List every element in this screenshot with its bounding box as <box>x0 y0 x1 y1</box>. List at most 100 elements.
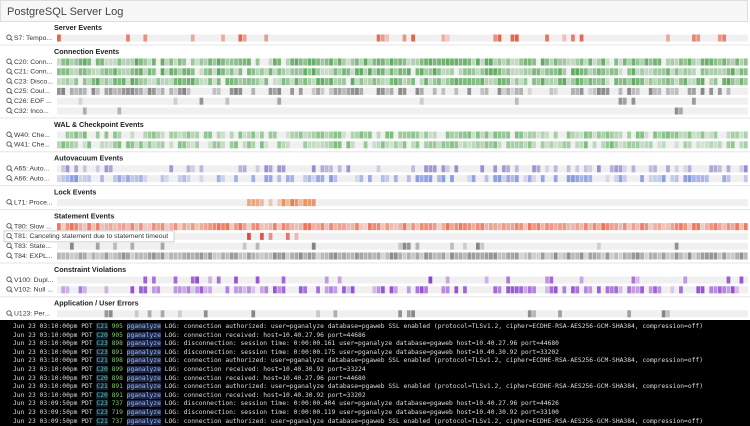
heat-cell <box>177 58 182 66</box>
zoom-icon[interactable] <box>6 232 13 240</box>
row-label[interactable]: A65: Auto... <box>14 166 49 173</box>
heat-cell <box>575 87 580 95</box>
heat-cell <box>190 34 195 42</box>
row-label[interactable]: C25: Coul... <box>14 88 50 95</box>
heat-cell <box>372 78 377 86</box>
heat-cell <box>679 68 683 76</box>
heat-cell <box>238 165 243 173</box>
heat-cell <box>320 252 325 260</box>
heat-cell <box>376 165 381 173</box>
row-label[interactable]: C20: Conn... <box>14 59 52 66</box>
heat-cell <box>709 165 714 173</box>
heat-cell <box>471 175 476 183</box>
zoom-icon[interactable] <box>6 107 13 114</box>
heat-cell <box>618 286 623 294</box>
heat-cell <box>177 141 182 149</box>
heat-cell <box>471 223 476 231</box>
row-label[interactable]: T84: EXPL... <box>14 253 53 260</box>
heat-cell <box>311 141 316 149</box>
heat-cell <box>584 141 588 149</box>
heat-cell <box>121 252 126 260</box>
heat-cell <box>558 310 562 318</box>
heat-cell <box>670 286 675 294</box>
row-label[interactable]: A66: Auto... <box>14 175 49 182</box>
heat-cell <box>130 141 135 149</box>
zoom-icon[interactable] <box>6 87 13 95</box>
zoom-icon[interactable] <box>6 58 13 65</box>
row-label[interactable]: C21: Conn... <box>14 69 52 76</box>
heat-cell <box>91 252 96 260</box>
row-label[interactable]: V102: Null ... <box>14 287 53 294</box>
row-label[interactable]: C32: Inco... <box>14 108 49 115</box>
log-pid: 899 <box>111 365 123 373</box>
zoom-icon[interactable] <box>6 175 13 182</box>
row-label[interactable]: T80: Slow ... <box>14 223 52 230</box>
heat-cell <box>558 223 562 231</box>
zoom-icon[interactable] <box>6 286 13 293</box>
heat-cell <box>549 252 554 260</box>
row-label[interactable]: V100: Dupl... <box>14 277 53 284</box>
zoom-icon[interactable] <box>6 199 13 206</box>
row-label[interactable]: C23: Disco... <box>14 78 53 85</box>
zoom-icon[interactable] <box>6 141 13 148</box>
row-label[interactable]: W40: Che... <box>14 132 50 139</box>
log-message: LOG: connection received: host=10.40.27.… <box>164 331 366 339</box>
heat-cell <box>679 107 683 115</box>
heat-cell <box>670 58 675 66</box>
heat-cell <box>717 58 722 66</box>
heat-cell <box>445 34 450 42</box>
heat-cell <box>208 131 212 139</box>
heat-cell <box>674 165 679 173</box>
heat-cell <box>74 165 78 173</box>
heat-cell <box>117 107 122 115</box>
log-message: LOG: connection authorized: user=pganaly… <box>164 323 704 330</box>
zoom-icon[interactable] <box>6 276 13 283</box>
zoom-icon[interactable] <box>6 78 13 85</box>
heat-cell <box>471 68 476 76</box>
group-title: Lock Events <box>54 188 96 197</box>
heat-cell <box>411 310 415 318</box>
zoom-icon[interactable] <box>6 310 13 317</box>
row-label[interactable]: T81: Canceling statement due to statemen… <box>14 233 168 240</box>
heat-cell <box>65 58 70 66</box>
heat-cell <box>130 286 135 294</box>
heat-cell <box>597 58 601 66</box>
log-time: Jun 23 03:10:00pm PDT <box>13 374 93 382</box>
row-label[interactable]: U123: Per... <box>14 311 50 318</box>
heat-cell <box>471 131 476 139</box>
zoom-icon[interactable] <box>6 97 13 105</box>
heat-cell <box>419 78 424 86</box>
heat-cell <box>679 252 683 260</box>
heat-cell <box>87 68 91 76</box>
heat-cell <box>540 175 545 183</box>
heat-cell <box>402 223 407 231</box>
row-label[interactable]: T83: State... <box>14 243 51 250</box>
heat-cell <box>514 165 519 173</box>
heat-cell <box>199 252 204 260</box>
zoom-icon[interactable] <box>6 252 13 259</box>
heat-cell <box>441 286 446 294</box>
row-label[interactable]: S7: Tempo... <box>14 35 52 42</box>
zoom-icon[interactable] <box>6 223 13 230</box>
heat-cell <box>186 78 191 86</box>
zoom-icon[interactable] <box>6 165 13 172</box>
heat-cell <box>532 58 536 66</box>
heat-cell <box>221 223 225 231</box>
row-label[interactable]: C26: EOF ... <box>14 98 52 105</box>
row-label[interactable]: W41: Che... <box>14 142 50 149</box>
heat-cell <box>104 58 109 66</box>
zoom-icon[interactable] <box>6 242 13 250</box>
zoom-icon[interactable] <box>6 68 13 75</box>
heat-cell <box>376 131 381 139</box>
log-line: Jun 23 03:10:00pm PDT C20 891 pganalyze … <box>0 391 750 401</box>
heat-cell <box>372 58 377 66</box>
zoom-icon[interactable] <box>6 34 13 41</box>
heat-cell <box>566 58 571 66</box>
heat-cell <box>87 58 91 66</box>
heat-cell <box>346 87 351 95</box>
heat-cell <box>584 58 588 66</box>
heat-cell <box>190 223 195 231</box>
row-label[interactable]: L71: Proce... <box>14 199 53 206</box>
zoom-icon[interactable] <box>6 131 13 138</box>
